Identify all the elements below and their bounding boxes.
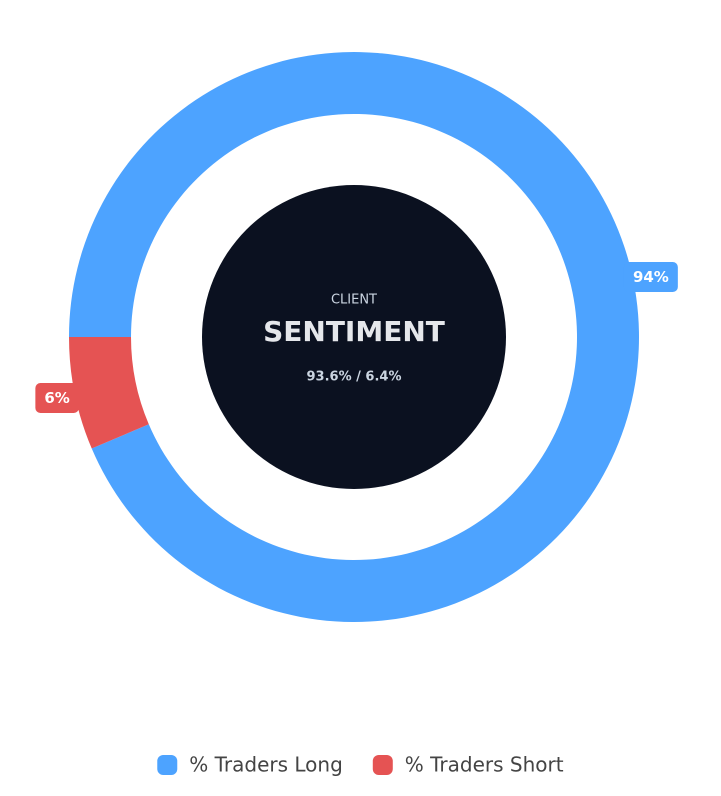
center-top: CLIENT bbox=[331, 293, 377, 308]
value-label: 6% bbox=[35, 383, 79, 414]
legend-swatch bbox=[372, 755, 393, 775]
value-label-text: 6% bbox=[44, 389, 69, 407]
legend-label: % Traders Short bbox=[405, 753, 564, 777]
center-disc bbox=[202, 185, 506, 489]
value-label-text: 94% bbox=[633, 268, 669, 286]
value-label-box bbox=[35, 383, 79, 414]
center-sub: 93.6% / 6.4% bbox=[307, 370, 402, 385]
legend-label: % Traders Long bbox=[189, 753, 343, 777]
value-label-box bbox=[623, 261, 678, 292]
value-label: 94% bbox=[623, 261, 678, 292]
legend-swatch bbox=[157, 755, 178, 775]
center-main: SENTIMENT bbox=[263, 315, 445, 348]
slice bbox=[69, 337, 149, 449]
legend: % Traders Long % Traders Short bbox=[157, 753, 564, 777]
